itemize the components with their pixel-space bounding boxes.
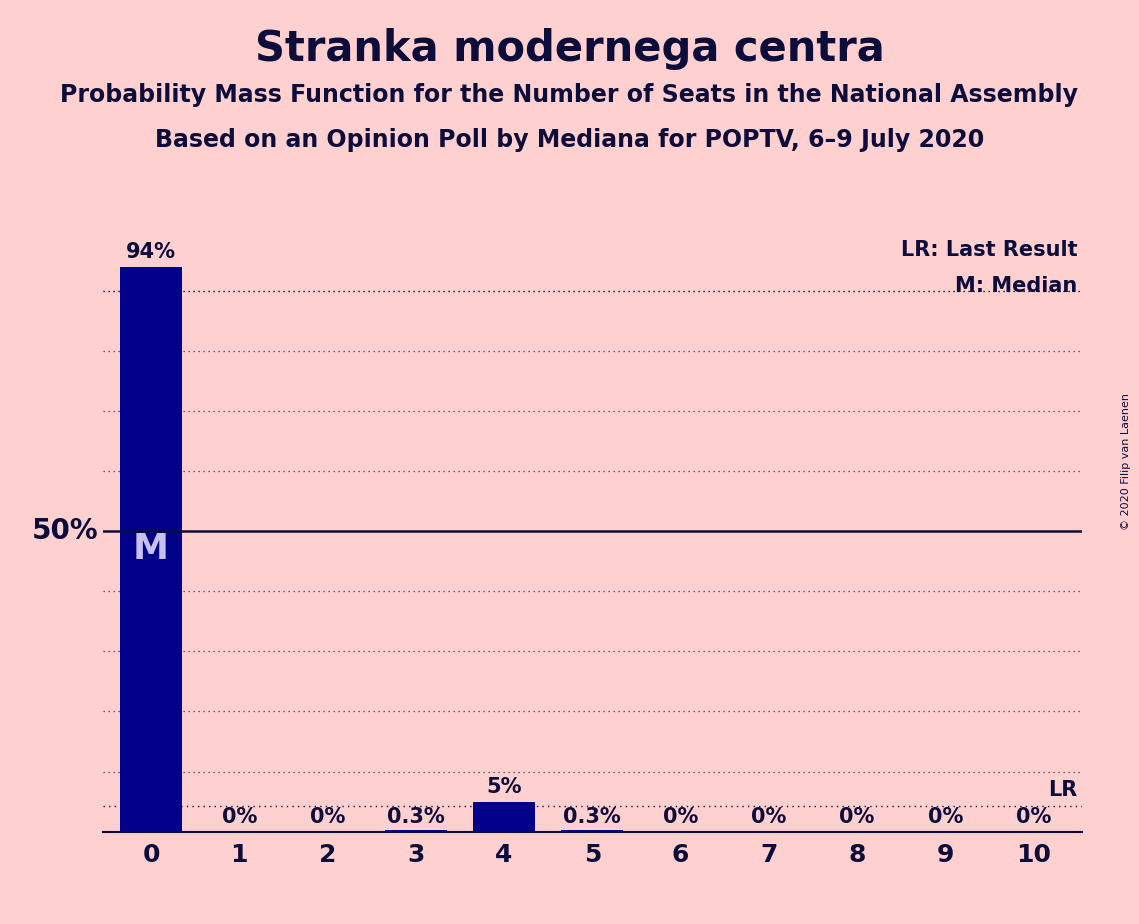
Text: Based on an Opinion Poll by Mediana for POPTV, 6–9 July 2020: Based on an Opinion Poll by Mediana for … (155, 128, 984, 152)
Text: 0%: 0% (927, 807, 962, 827)
Text: 0%: 0% (839, 807, 875, 827)
Text: 0.3%: 0.3% (387, 807, 444, 827)
Text: 0%: 0% (1016, 807, 1051, 827)
Text: 0%: 0% (663, 807, 698, 827)
Text: LR: LR (1048, 781, 1077, 800)
Text: 5%: 5% (486, 777, 522, 796)
Text: LR: Last Result: LR: Last Result (901, 240, 1077, 260)
Bar (473, 801, 535, 832)
Text: 94%: 94% (126, 242, 177, 262)
Text: 0.3%: 0.3% (564, 807, 621, 827)
Text: Stranka modernega centra: Stranka modernega centra (255, 28, 884, 69)
Bar (562, 830, 623, 832)
Bar (385, 830, 446, 832)
Text: M: M (133, 532, 169, 566)
Text: 0%: 0% (310, 807, 345, 827)
Text: © 2020 Filip van Laenen: © 2020 Filip van Laenen (1121, 394, 1131, 530)
Bar (120, 267, 182, 832)
Text: 0%: 0% (222, 807, 257, 827)
Text: 50%: 50% (32, 517, 98, 545)
Text: 0%: 0% (751, 807, 786, 827)
Text: Probability Mass Function for the Number of Seats in the National Assembly: Probability Mass Function for the Number… (60, 83, 1079, 107)
Text: M: Median: M: Median (956, 276, 1077, 296)
